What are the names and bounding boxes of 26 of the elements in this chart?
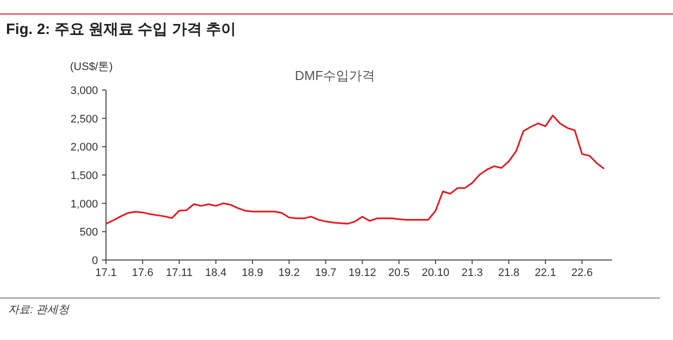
y-tick-label: 500 [80, 226, 98, 239]
x-tick-label: 19.2 [278, 267, 300, 279]
y-tick-label: 2,500 [70, 113, 98, 126]
text: 자료: 관세청 [8, 304, 70, 316]
x-tick-label: 21.8 [498, 267, 520, 279]
y-tick-label: 1,500 [70, 170, 98, 182]
x-tick-label: 18.4 [205, 267, 227, 279]
y-tick-label: 2,000 [70, 142, 98, 154]
y-tick-label: 3,000 [70, 85, 98, 97]
x-tick-label: 17.11 [166, 267, 193, 279]
y-tick-label: 0 [92, 255, 98, 267]
x-tick-label: 20.5 [388, 267, 410, 279]
chart-title: Fig. 2: 주요 원재료 수입 가격 추이 [6, 21, 236, 38]
line-series [105, 114, 605, 225]
x-tick-label: 17.1 [95, 267, 117, 279]
x-tick-label: 17.6 [132, 267, 154, 279]
y-axis-title: (US$/톤) [70, 61, 113, 73]
chart-subtitle: DMF수입가격 [294, 68, 376, 83]
x-tick-label: 20.10 [422, 267, 450, 279]
x-tick-label: 22.1 [534, 267, 556, 279]
x-tick-label: 22.6 [571, 267, 593, 279]
x-tick-label: 19.12 [348, 267, 376, 279]
y-tick-label: 1,000 [70, 198, 98, 210]
x-tick-label: 19.7 [314, 267, 336, 279]
x-tick-label: 21.3 [461, 267, 483, 279]
x-tick-label: 18.9 [242, 267, 264, 279]
